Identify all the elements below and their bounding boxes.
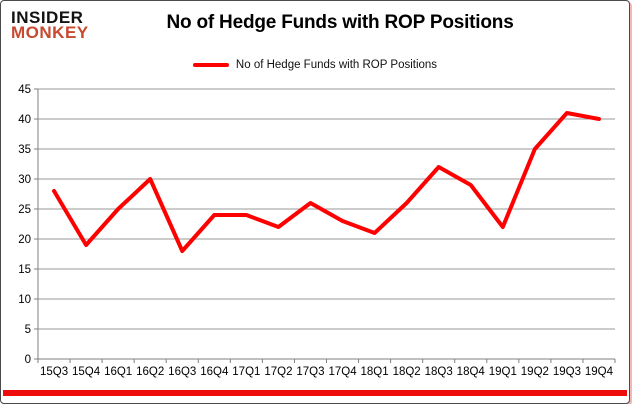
x-axis-label: 17Q1 (232, 366, 260, 378)
y-axis-label: 25 (18, 204, 31, 216)
x-axis-label: 16Q2 (136, 366, 164, 378)
y-axis-label: 10 (18, 294, 31, 306)
insider-monkey-logo: INSIDER MONKEY (11, 8, 89, 42)
y-axis-label: 20 (18, 234, 31, 246)
x-axis-label: 18Q4 (457, 366, 486, 378)
x-axis-label: 16Q1 (104, 366, 132, 378)
y-axis-label: 45 (18, 84, 31, 96)
logo-word-insider: INSIDER (11, 8, 84, 27)
logo-word-monkey: MONKEY (11, 23, 89, 42)
y-axis-label: 15 (18, 264, 31, 276)
chart-title: No of Hedge Funds with ROP Positions (166, 12, 514, 33)
legend-label: No of Hedge Funds with ROP Positions (235, 59, 438, 71)
x-axis-label: 15Q4 (72, 366, 101, 378)
x-axis-label: 19Q4 (585, 366, 614, 378)
y-axis-label: 30 (18, 174, 31, 186)
series-line-hedge-funds (52, 111, 601, 253)
y-axis-label: 0 (25, 354, 31, 366)
x-axis-label: 17Q2 (264, 366, 292, 378)
bottom-accent-bar (3, 390, 627, 396)
x-axis-label: 16Q3 (168, 366, 196, 378)
y-axis-label: 5 (25, 324, 31, 336)
x-axis-label: 17Q4 (328, 366, 357, 378)
x-axis-label: 16Q4 (200, 366, 229, 378)
y-axis-label: 35 (18, 144, 31, 156)
y-axis-label: 40 (18, 114, 31, 126)
x-axis-label: 15Q3 (40, 366, 68, 378)
x-axis-label: 18Q1 (361, 366, 389, 378)
chart-legend: No of Hedge Funds with ROP Positions (1, 59, 629, 71)
x-axis-label: 19Q2 (521, 366, 549, 378)
x-axis-label: 19Q3 (553, 366, 581, 378)
x-axis-label: 18Q3 (425, 366, 453, 378)
x-axis-label: 18Q2 (393, 366, 421, 378)
x-axis-label: 19Q1 (489, 366, 517, 378)
x-axis-label: 17Q3 (296, 366, 324, 378)
legend-line-icon (192, 63, 229, 67)
